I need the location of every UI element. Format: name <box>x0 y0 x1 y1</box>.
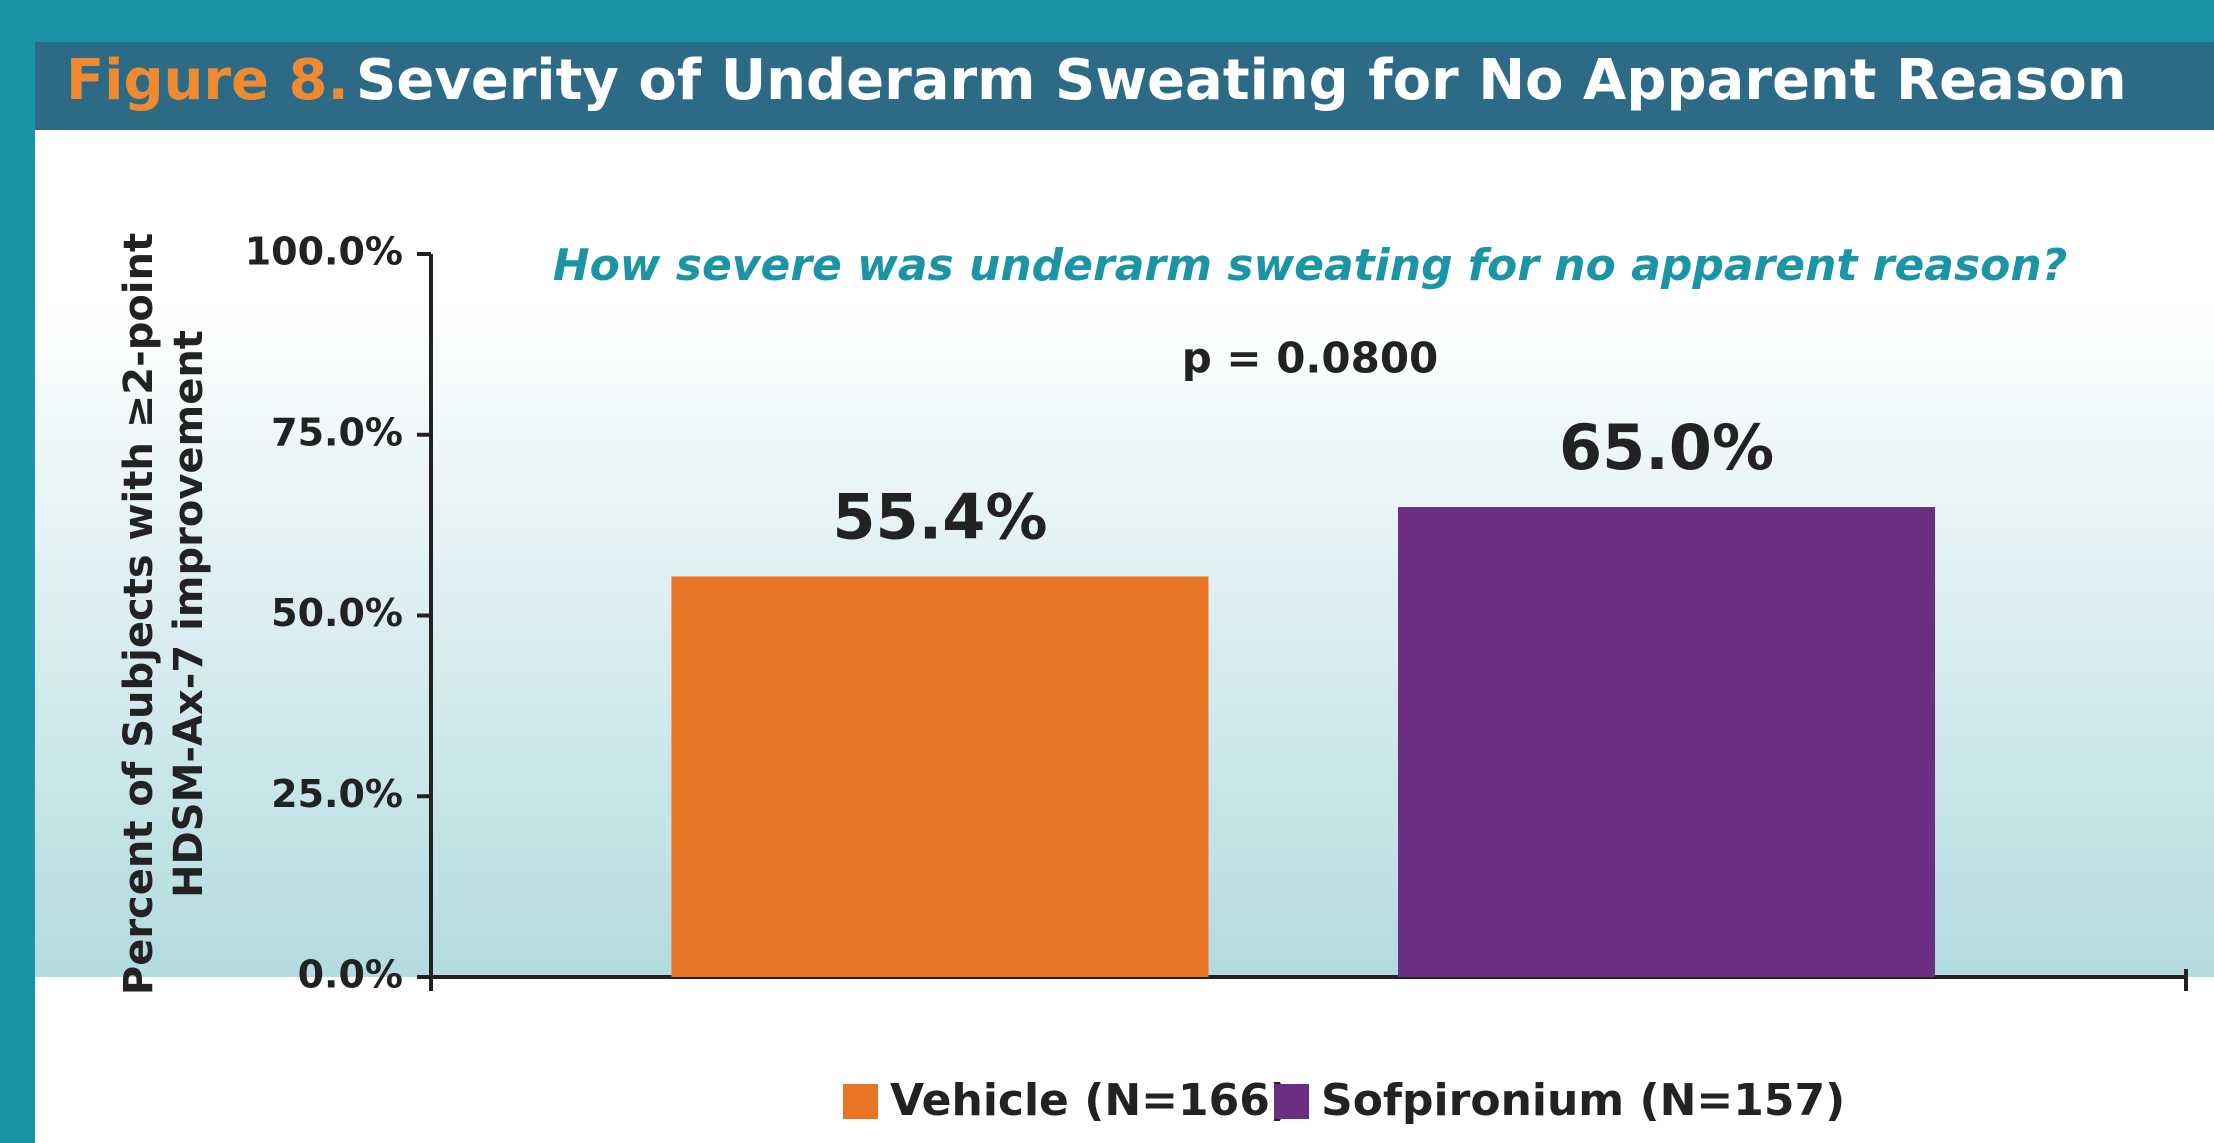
y-axis-title: Percent of Subjects with ≥2-point HDSM-A… <box>116 233 212 995</box>
value-label: 65.0% <box>1559 411 1774 484</box>
bar <box>671 576 1209 977</box>
y-tick-label: 0.0% <box>298 953 403 997</box>
y-tick-label: 100.0% <box>245 230 403 274</box>
figure-label: Figure 8. <box>66 48 349 113</box>
legend-swatch <box>1274 1084 1309 1119</box>
y-axis-title-line: HDSM-Ax-7 improvement <box>166 330 212 898</box>
annotation: p = 0.0800 <box>1182 334 1439 383</box>
y-tick-label: 50.0% <box>271 591 403 635</box>
chart-title: Severity of Underarm Sweating for No App… <box>356 48 2127 113</box>
legend-swatch <box>843 1084 878 1119</box>
legend-label: Sofpironium (N=157) <box>1321 1075 1845 1126</box>
y-axis-title-line: Percent of Subjects with ≥2-point <box>116 233 162 995</box>
legend-label: Vehicle (N=166) <box>890 1075 1290 1126</box>
y-tick-label: 25.0% <box>271 772 403 816</box>
subtitle: How severe was underarm sweating for no … <box>553 240 2068 291</box>
value-label: 55.4% <box>832 481 1047 554</box>
header-bar <box>35 42 2214 130</box>
y-tick-label: 75.0% <box>271 410 403 454</box>
bar <box>1398 507 1936 977</box>
